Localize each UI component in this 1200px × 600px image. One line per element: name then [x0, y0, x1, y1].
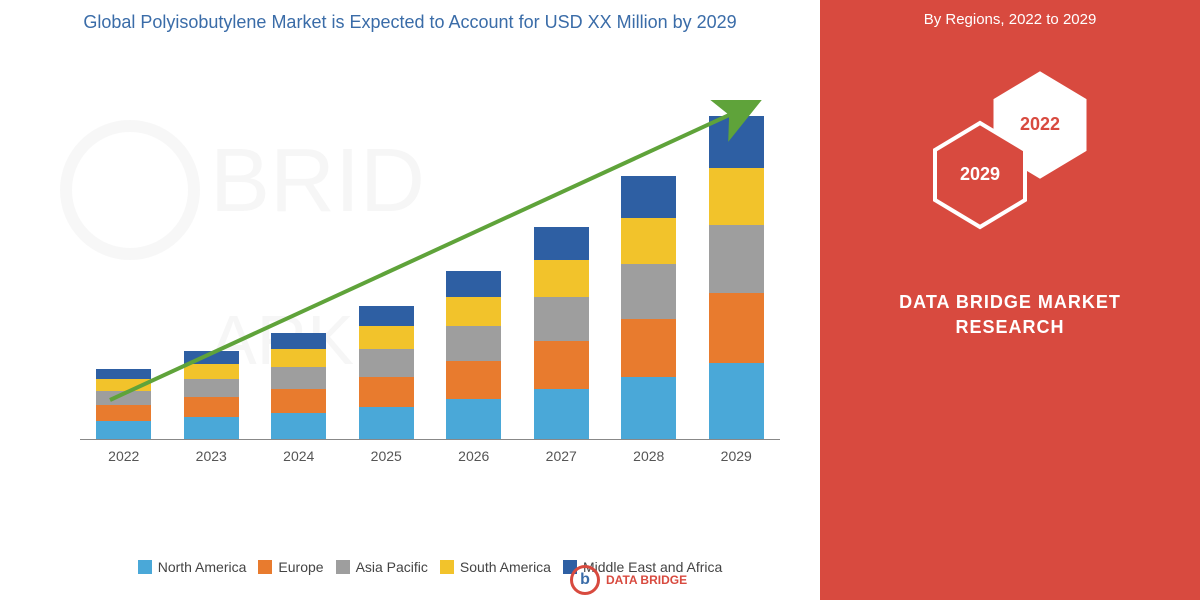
- bar-segment: [709, 225, 764, 293]
- bar-segment: [446, 399, 501, 439]
- bar-segment: [96, 421, 151, 439]
- bar-segment: [359, 326, 414, 349]
- brand-text: DATA BRIDGE MARKET RESEARCH: [899, 290, 1121, 340]
- legend-label: Asia Pacific: [356, 559, 428, 575]
- bar-stack: [534, 227, 589, 439]
- bar-segment: [534, 341, 589, 389]
- year-label: 2028: [614, 448, 684, 464]
- legend-label: Europe: [278, 559, 323, 575]
- year-label: 2025: [351, 448, 421, 464]
- footer-logo-icon: b: [570, 565, 600, 595]
- bar-stack: [271, 333, 326, 439]
- right-title: By Regions, 2022 to 2029: [894, 10, 1127, 30]
- legend-label: North America: [158, 559, 247, 575]
- bar-segment: [446, 326, 501, 361]
- bar-stack: [446, 271, 501, 439]
- legend-label: South America: [460, 559, 551, 575]
- footer-logo: b DATA BRIDGE: [570, 565, 687, 595]
- chart-area: 20222023202420252026202720282029: [80, 100, 780, 480]
- bar-segment: [359, 407, 414, 439]
- bar-segment: [709, 168, 764, 225]
- legend: North America Europe Asia Pacific South Ame…: [60, 559, 800, 575]
- bar-segment: [96, 405, 151, 421]
- bar-group: 2023: [176, 351, 246, 439]
- chart-panel: BRID ARKEI Global Polyisobutylene Market…: [0, 0, 820, 600]
- footer-logo-text: DATA BRIDGE: [606, 573, 687, 587]
- bar-group: 2028: [614, 176, 684, 439]
- bar-segment: [621, 176, 676, 218]
- legend-swatch: [336, 560, 350, 574]
- brand-line1: DATA BRIDGE MARKET: [899, 290, 1121, 315]
- bar-segment: [271, 367, 326, 389]
- bar-segment: [534, 389, 589, 439]
- legend-item: Europe: [258, 559, 323, 575]
- bar-stack: [359, 306, 414, 439]
- bar-segment: [534, 297, 589, 341]
- year-label: 2027: [526, 448, 596, 464]
- bar-group: 2029: [701, 116, 771, 439]
- bar-segment: [621, 377, 676, 439]
- bar-segment: [271, 413, 326, 439]
- bar-segment: [621, 264, 676, 319]
- bar-segment: [184, 417, 239, 439]
- bar-stack: [184, 351, 239, 439]
- legend-swatch: [138, 560, 152, 574]
- bar-group: 2024: [264, 333, 334, 439]
- bar-group: 2022: [89, 369, 159, 439]
- bar-segment: [709, 293, 764, 363]
- bar-segment: [271, 333, 326, 349]
- year-label: 2029: [701, 448, 771, 464]
- bar-stack: [621, 176, 676, 439]
- bar-segment: [534, 260, 589, 297]
- legend-swatch: [258, 560, 272, 574]
- bar-segment: [621, 319, 676, 377]
- hex-2022-label: 2022: [1020, 114, 1060, 135]
- bar-segment: [96, 379, 151, 391]
- bar-segment: [96, 391, 151, 405]
- hex-2029: 2029: [930, 120, 1030, 230]
- brand-line2: RESEARCH: [899, 315, 1121, 340]
- bar-stack: [709, 116, 764, 439]
- bar-segment: [534, 227, 589, 260]
- bar-segment: [184, 379, 239, 397]
- bar-segment: [709, 116, 764, 168]
- right-panel: By Regions, 2022 to 2029 2022 2029 DATA …: [820, 0, 1200, 600]
- legend-swatch: [440, 560, 454, 574]
- bar-segment: [621, 218, 676, 264]
- bar-group: 2025: [351, 306, 421, 439]
- bar-segment: [359, 306, 414, 326]
- bar-segment: [96, 369, 151, 379]
- hex-2029-label: 2029: [960, 164, 1000, 185]
- bar-segment: [446, 297, 501, 326]
- bar-segment: [184, 397, 239, 417]
- hexagon-group: 2022 2029: [900, 60, 1120, 240]
- year-label: 2022: [89, 448, 159, 464]
- year-label: 2026: [439, 448, 509, 464]
- bar-segment: [271, 389, 326, 413]
- legend-item: South America: [440, 559, 551, 575]
- bars-container: 20222023 20242025 20262027 20282029: [80, 100, 780, 440]
- bar-segment: [359, 349, 414, 377]
- bar-segment: [184, 364, 239, 379]
- bar-stack: [96, 369, 151, 439]
- legend-item: Asia Pacific: [336, 559, 428, 575]
- bar-segment: [184, 351, 239, 364]
- bar-segment: [446, 361, 501, 399]
- bar-segment: [359, 377, 414, 407]
- bar-segment: [271, 349, 326, 367]
- bar-group: 2026: [439, 271, 509, 439]
- year-label: 2024: [264, 448, 334, 464]
- bar-segment: [709, 363, 764, 439]
- bar-segment: [446, 271, 501, 297]
- chart-title: Global Polyisobutylene Market is Expecte…: [0, 0, 820, 35]
- bar-group: 2027: [526, 227, 596, 439]
- legend-item: North America: [138, 559, 247, 575]
- year-label: 2023: [176, 448, 246, 464]
